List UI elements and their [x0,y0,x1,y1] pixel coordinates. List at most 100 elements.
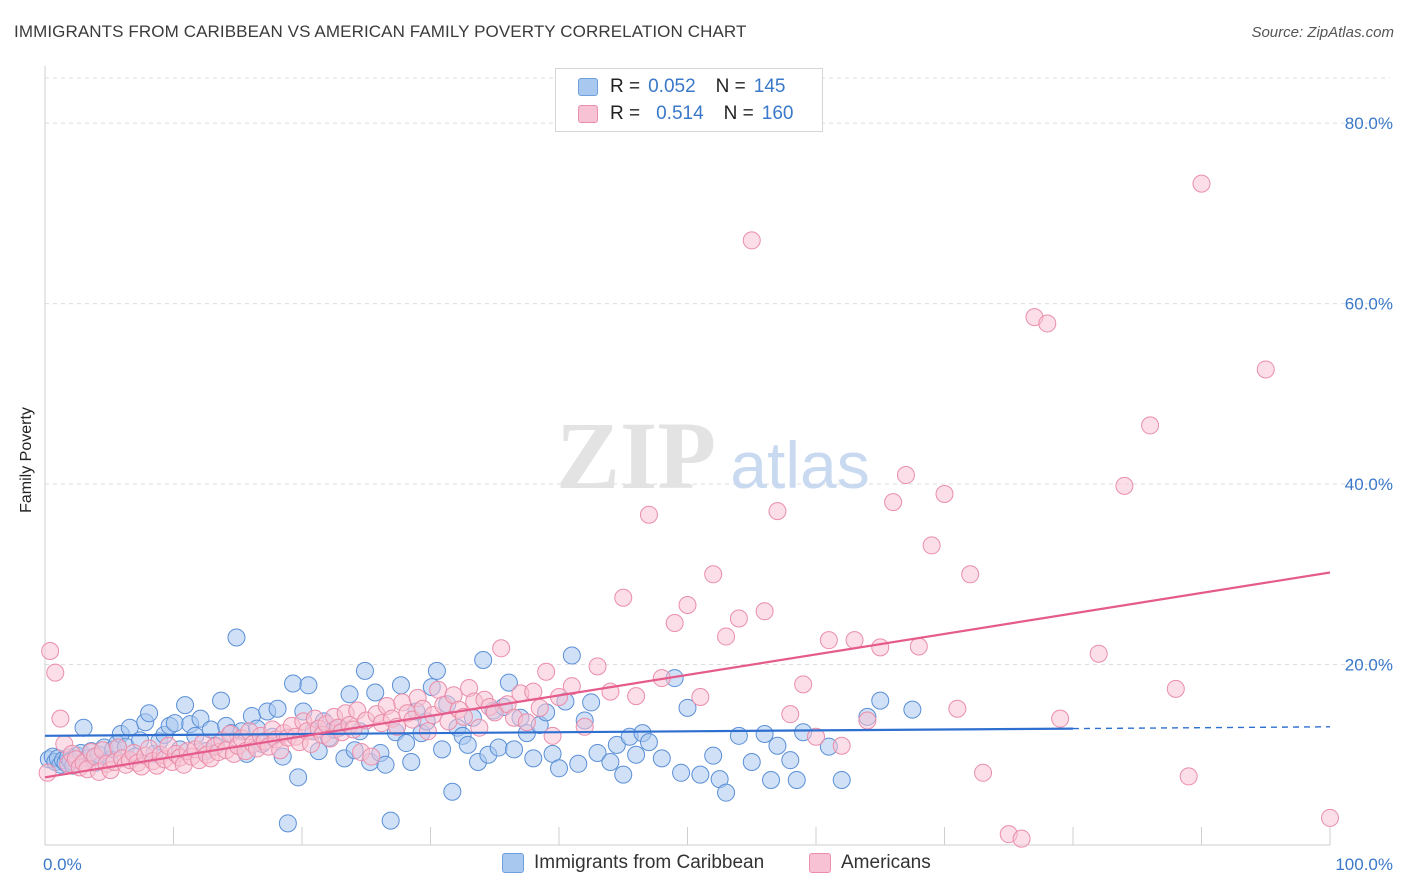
point-caribbean [588,743,607,762]
point-americans [935,484,954,503]
y-tick-label: 40.0% [1345,475,1393,494]
trendline-americans [44,571,1331,779]
point-caribbean [140,704,159,723]
point-caribbean [691,765,710,784]
legend-r-label: R = [610,76,641,97]
legend-n-label: N = [715,76,746,97]
point-americans [948,699,967,718]
point-americans [961,565,980,584]
point-americans [794,675,813,694]
point-americans [755,602,774,621]
point-americans [492,639,511,658]
point-caribbean [614,765,633,784]
point-caribbean [458,735,477,754]
point-americans [665,614,684,633]
point-americans [974,763,993,782]
point-americans [1179,767,1198,786]
point-caribbean [284,674,303,693]
legend-swatch-caribbean [502,853,524,873]
point-americans [871,638,890,657]
point-caribbean [755,725,774,744]
trendline-caribbean [44,727,1074,737]
point-caribbean [176,696,195,715]
point-caribbean [742,752,761,771]
legend-r-value: 0.514 [656,103,704,124]
chart-title: IMMIGRANTS FROM CARIBBEAN VS AMERICAN FA… [14,22,747,41]
point-caribbean [562,646,581,665]
point-americans [819,631,838,650]
point-americans [454,707,473,726]
point-caribbean [227,628,246,647]
point-americans [562,677,581,696]
point-americans [691,688,710,707]
point-caribbean [678,698,697,717]
legend-item-americans[interactable]: Americans [809,852,931,874]
y-tick-label: 20.0% [1345,656,1393,675]
point-caribbean [381,811,400,830]
point-americans [485,703,504,722]
legend-n-label: N = [723,103,754,124]
point-americans [46,663,65,682]
point-caribbean [505,740,524,759]
point-caribbean [278,814,297,833]
point-americans [1166,679,1185,698]
point-americans [38,763,57,782]
point-americans [51,709,70,728]
point-caribbean [717,783,736,802]
point-americans [588,657,607,676]
point-caribbean [704,746,723,765]
point-caribbean [550,759,568,778]
legend-label-americans: Americans [841,852,931,873]
point-caribbean [165,714,184,733]
point-caribbean [768,736,787,755]
point-americans [704,565,723,584]
point-americans [742,231,761,250]
legend-n-value: 160 [761,103,794,124]
point-americans [1141,416,1160,435]
point-caribbean [569,754,588,773]
point-caribbean [74,718,93,737]
point-caribbean [474,651,493,670]
point-americans [530,698,549,717]
point-caribbean [582,693,601,712]
y-tick-label: 80.0% [1345,114,1393,133]
point-americans [909,637,928,656]
point-americans [717,627,736,646]
point-americans [1115,476,1134,495]
point-caribbean [524,749,543,768]
point-americans [418,722,437,741]
point-americans [1256,360,1275,379]
source-label: Source: ZipAtlas.com [1251,24,1394,41]
legend-item-caribbean[interactable]: Immigrants from Caribbean [502,852,764,874]
point-americans [1012,829,1031,848]
legend-swatch-americans [809,853,831,873]
y-tick-label: 60.0% [1345,295,1393,314]
point-caribbean [289,768,308,787]
point-americans [614,588,633,607]
point-americans [896,466,915,485]
point-americans [807,727,825,746]
legend-row-caribbean: R = 0.052 N = 145 [578,75,805,99]
point-americans [429,680,448,699]
x-tick-label: 0.0% [43,855,82,874]
point-americans [1192,174,1211,193]
legend-r-value: 0.052 [648,76,696,97]
point-americans [832,736,851,755]
point-caribbean [433,740,452,759]
legend-n-value: 145 [753,76,786,97]
watermark-atlas: atlas [730,428,869,502]
point-americans [639,505,658,524]
point-americans [922,536,941,555]
point-caribbean [787,771,806,790]
point-caribbean [212,691,231,710]
point-caribbean [601,752,620,771]
point-americans [781,705,800,724]
point-caribbean [340,685,359,704]
point-americans [858,711,877,730]
point-americans [537,662,556,681]
point-caribbean [366,683,385,702]
point-americans [1089,644,1108,663]
point-caribbean [489,738,508,757]
point-caribbean [376,755,395,774]
